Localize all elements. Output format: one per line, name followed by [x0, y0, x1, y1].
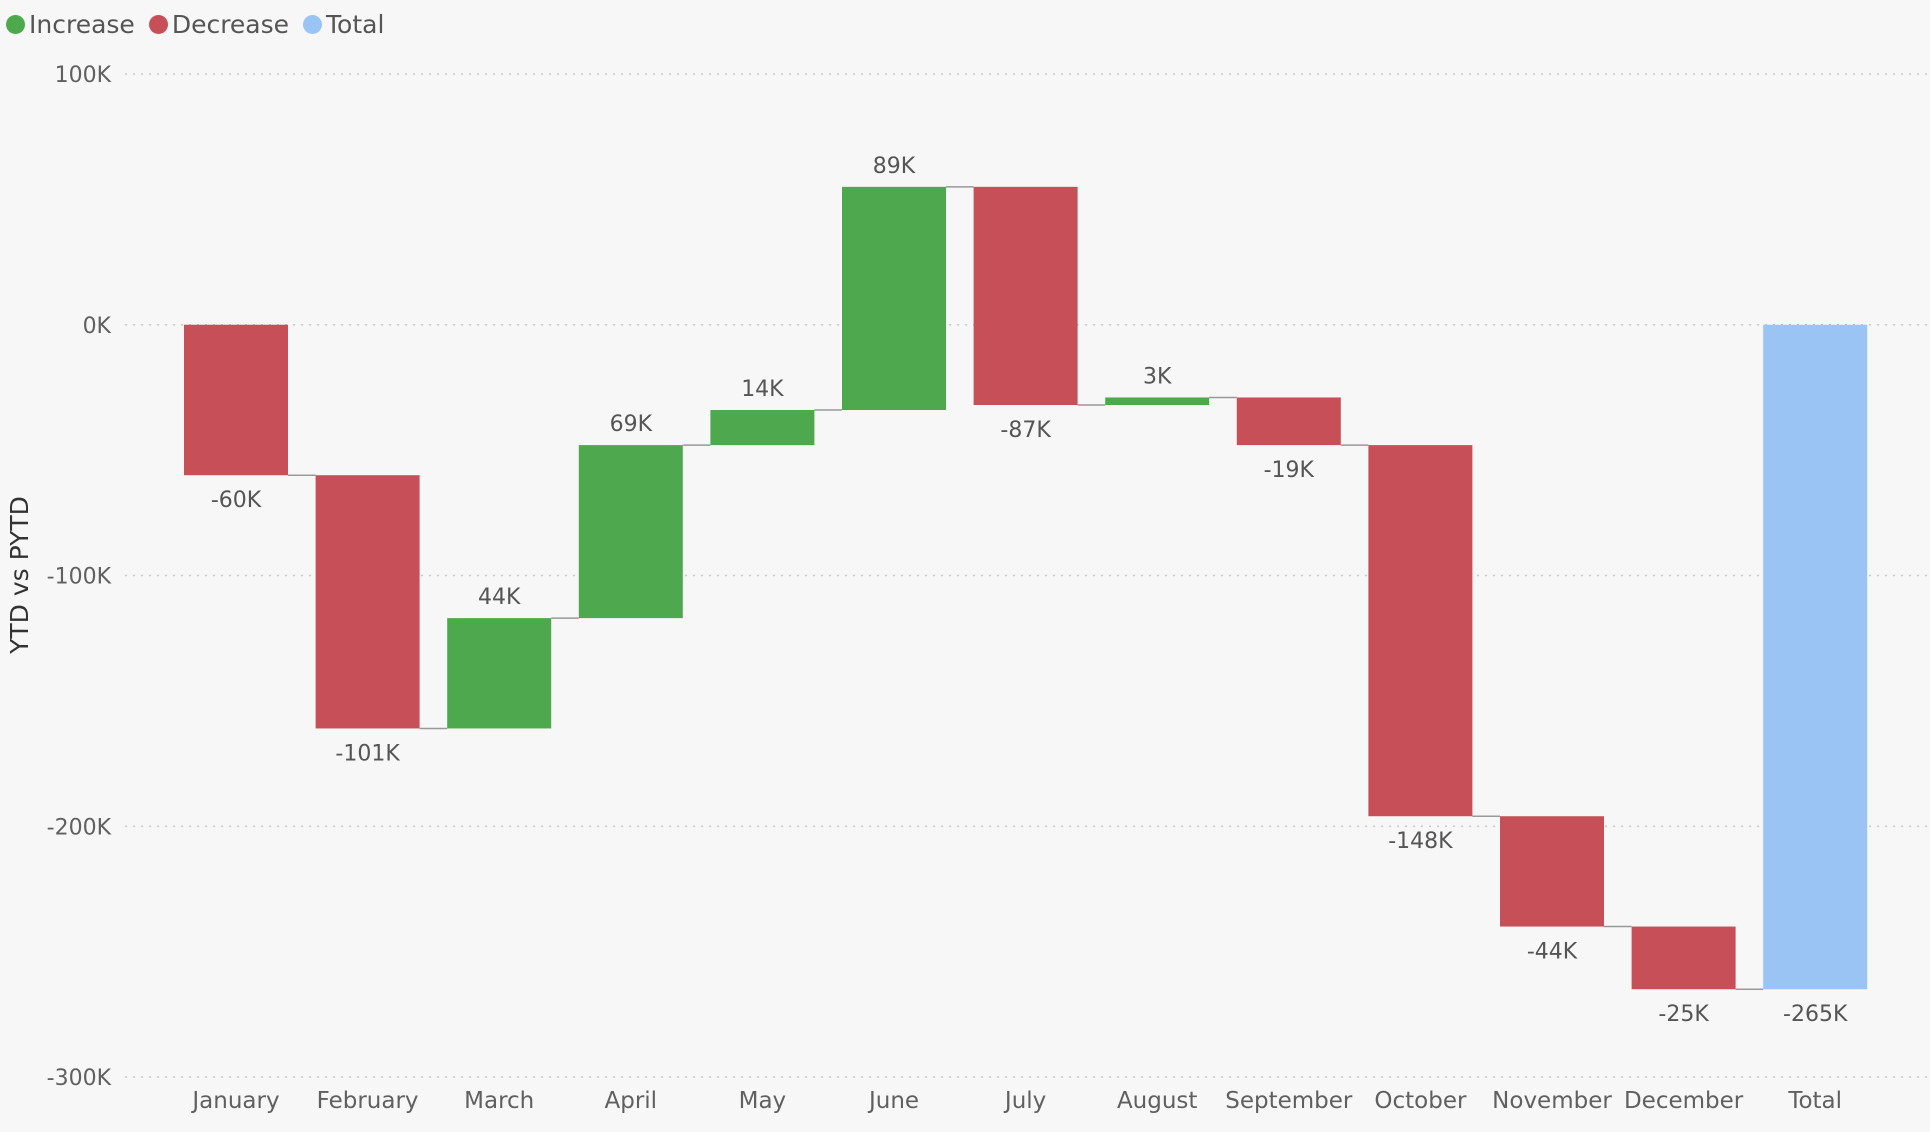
- y-axis-ticks: 100K 0K -100K -200K -300K: [47, 63, 112, 1091]
- data-label-march: 44K: [478, 585, 521, 610]
- data-label-january: -60K: [211, 488, 262, 513]
- legend-label-total: Total: [326, 10, 385, 39]
- legend-label-increase: Increase: [29, 10, 135, 39]
- bar-august[interactable]: [1105, 397, 1210, 405]
- data-label-february: -101K: [335, 741, 400, 766]
- x-category-august: August: [1117, 1088, 1198, 1114]
- data-label-may: 14K: [741, 377, 784, 402]
- x-category-march: March: [464, 1088, 534, 1114]
- legend-label-decrease: Decrease: [171, 10, 290, 39]
- x-category-january: January: [190, 1088, 279, 1114]
- data-labels: -60K -101K 44K 69K 14K 89K -87K 3K -19K -148K -44K…: [211, 154, 1848, 1027]
- legend-item-decrease[interactable]: Decrease: [143, 10, 289, 39]
- data-label-september: -19K: [1264, 458, 1315, 483]
- data-label-april: 69K: [610, 412, 653, 437]
- legend-dot-decrease: [148, 15, 168, 34]
- data-label-october: -148K: [1388, 829, 1453, 854]
- bar-january[interactable]: [184, 324, 288, 476]
- y-tick-label: 0K: [83, 314, 112, 339]
- y-tick-label: 100K: [55, 63, 112, 88]
- y-tick-label: -300K: [47, 1066, 112, 1091]
- bar-march[interactable]: [447, 618, 552, 729]
- data-label-june: 89K: [873, 154, 916, 179]
- x-category-total: Total: [1787, 1088, 1842, 1114]
- data-label-july: -87K: [1000, 418, 1051, 443]
- x-category-february: February: [317, 1088, 419, 1114]
- data-label-november: -44K: [1527, 940, 1578, 965]
- bar-november[interactable]: [1500, 816, 1604, 927]
- bar-total[interactable]: [1763, 324, 1868, 990]
- x-category-october: October: [1374, 1088, 1467, 1114]
- legend-item-increase[interactable]: Increase: [0, 10, 135, 39]
- bars: [184, 186, 1868, 990]
- bar-april[interactable]: [578, 445, 683, 619]
- data-label-total: -265K: [1783, 1002, 1848, 1027]
- chart-legend: Increase Decrease Total: [0, 10, 392, 39]
- bar-february[interactable]: [315, 475, 420, 729]
- x-category-july: July: [1003, 1088, 1046, 1114]
- bar-july[interactable]: [973, 186, 1078, 405]
- data-label-december: -25K: [1658, 1002, 1709, 1027]
- y-axis-title: YTD vs PYTD: [5, 496, 34, 655]
- x-axis-categories: January February March April May June July Augu…: [190, 1088, 1842, 1114]
- gridlines: [125, 73, 1930, 1078]
- bar-june[interactable]: [842, 186, 946, 411]
- x-category-may: May: [739, 1088, 787, 1114]
- bar-december[interactable]: [1631, 926, 1736, 990]
- x-category-september: September: [1225, 1088, 1353, 1114]
- y-tick-label: -100K: [47, 565, 112, 590]
- x-category-november: November: [1492, 1088, 1612, 1114]
- bar-september[interactable]: [1236, 397, 1341, 446]
- legend-dot-total: [303, 15, 323, 34]
- bar-may[interactable]: [710, 410, 815, 446]
- legend-item-total[interactable]: Total: [297, 10, 384, 39]
- x-category-june: June: [867, 1088, 919, 1114]
- connectors: [288, 186, 1764, 990]
- x-category-december: December: [1624, 1088, 1744, 1114]
- data-label-august: 3K: [1143, 364, 1172, 389]
- y-tick-label: -200K: [47, 815, 112, 840]
- legend-dot-increase: [6, 15, 25, 34]
- bar-october[interactable]: [1368, 445, 1473, 817]
- x-category-april: April: [605, 1088, 658, 1114]
